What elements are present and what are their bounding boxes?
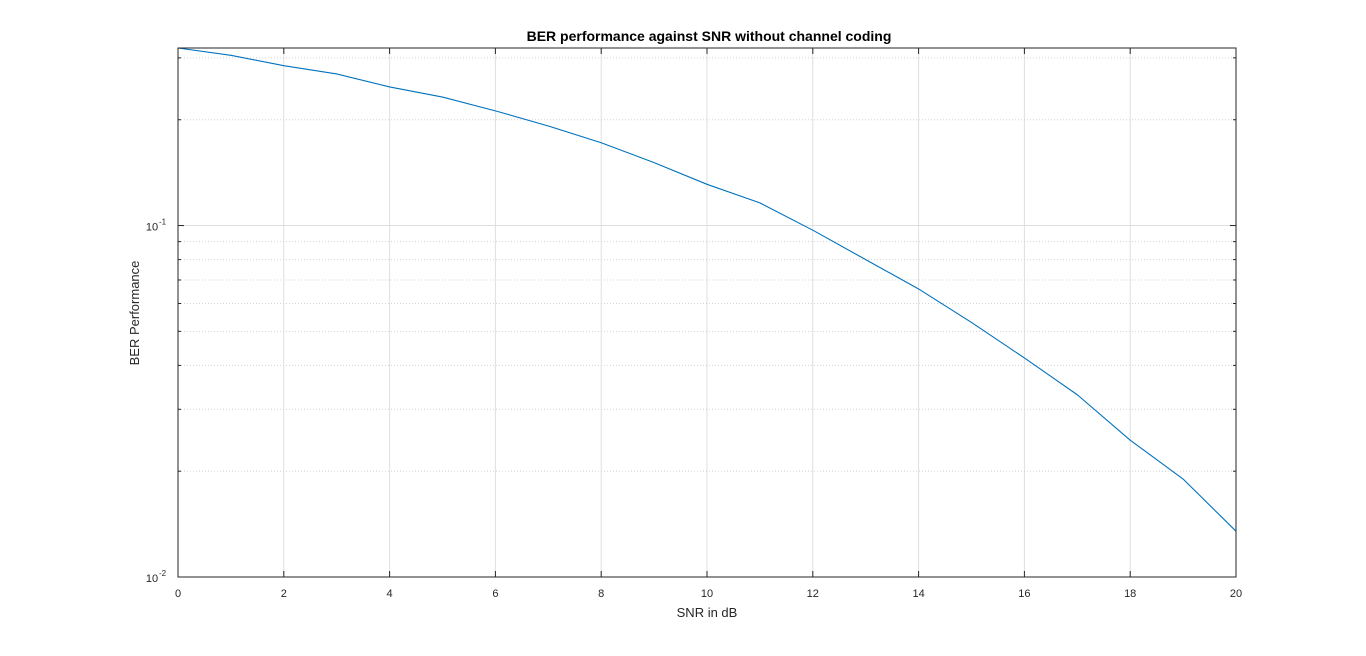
y-tick-label-exponent: -2 (159, 569, 167, 578)
series-line (177, 47, 1237, 532)
y-tick-label-base: 10 (146, 222, 158, 234)
y-tick-label-exponent: -1 (159, 218, 167, 227)
x-tick-label: 14 (912, 588, 924, 600)
y-tick-label-base: 10 (146, 573, 158, 585)
y-axis-ticks: 10-110-2 (146, 57, 1236, 585)
x-tick-label: 12 (807, 588, 819, 600)
x-tick-label: 16 (1018, 588, 1030, 600)
x-tick-label: 6 (492, 588, 498, 600)
x-axis-label: SNR in dB (677, 605, 738, 620)
y-tick-label: 10 -2 (146, 569, 167, 585)
x-tick-label: 8 (598, 588, 604, 600)
x-tick-label: 4 (387, 588, 393, 600)
x-tick-label: 20 (1230, 588, 1242, 600)
x-tick-label: 18 (1124, 588, 1136, 600)
x-tick-label: 0 (175, 588, 181, 600)
chart-title: BER performance against SNR without chan… (527, 28, 892, 44)
x-tick-label: 10 (701, 588, 713, 600)
x-axis-ticks: 0 2 4 6 8 10 12 14 16 18 20 (175, 48, 1242, 600)
y-tick-label: 10 -1 (146, 218, 167, 234)
x-tick-label: 2 (281, 588, 287, 600)
y-axis-label: BER Performance (127, 261, 142, 366)
series-layer (177, 47, 1237, 532)
